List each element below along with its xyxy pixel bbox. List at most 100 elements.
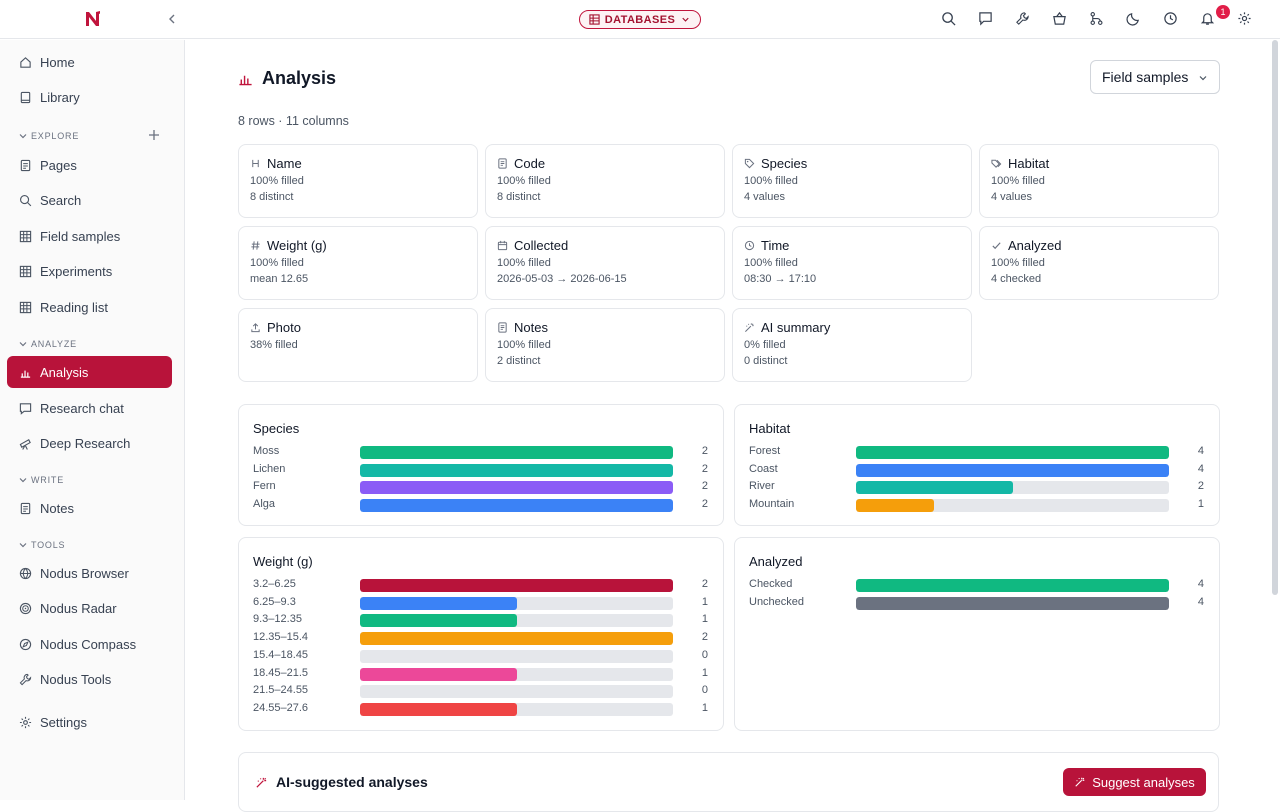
section-write[interactable]: WRITE (19, 475, 64, 485)
stat-row-label: 24.55–27.6 (253, 701, 309, 714)
column-name: Photo (267, 320, 301, 335)
stat-bar-track (360, 596, 673, 610)
column-summary: 8 distinct (497, 191, 541, 203)
habitat-stats-card: Habitat Forest 4 Coast 4 River 2 Mountain 1 (734, 404, 1220, 526)
clock-icon (744, 240, 761, 251)
column-card-code[interactable]: Code 100% filled 8 distinct (485, 144, 725, 218)
stat-row: Lichen 2 (253, 463, 709, 477)
species-stats-card: Species Moss 2 Lichen 2 Fern 2 Alga 2 (238, 404, 724, 526)
stat-row-label: 12.35–15.4 (253, 631, 309, 644)
document-icon (497, 158, 514, 169)
stat-row: 18.45–21.5 1 (253, 667, 709, 681)
column-summary: mean 12.65 (250, 273, 309, 285)
sidebar-item-label: Research chat (40, 400, 124, 416)
databases-dropdown[interactable]: DATABASES (579, 10, 701, 29)
git-branch-icon[interactable] (1089, 11, 1106, 28)
stat-row-count: 0 (701, 684, 708, 697)
sidebar-item-reading-list[interactable]: Reading list (7, 291, 172, 323)
chevron-down-icon (19, 543, 27, 548)
stat-row-label: 6.25–9.3 (253, 595, 296, 608)
table-icon (19, 230, 32, 242)
sidebar-item-library[interactable]: Library (7, 81, 172, 113)
column-fill-rate: 100% filled (497, 257, 551, 269)
suggest-analyses-button[interactable]: Suggest analyses (1063, 768, 1206, 796)
table-meta: 8 rows · 11 columns (238, 114, 349, 128)
sidebar-item-nodus-tools[interactable]: Nodus Tools (7, 663, 172, 695)
search-icon[interactable] (941, 11, 958, 28)
column-card-name[interactable]: Name 100% filled 8 distinct (238, 144, 478, 218)
sidebar: Home Library EXPLORE Pages Search Field … (0, 40, 185, 800)
stats-card-title: Analyzed (749, 554, 803, 569)
stat-row-count: 2 (701, 445, 708, 457)
column-card-weight-g[interactable]: Weight (g) 100% filled mean 12.65 (238, 226, 478, 300)
sidebar-item-settings[interactable]: Settings (7, 706, 172, 738)
app-logo-icon[interactable] (84, 10, 102, 28)
stat-row: Mountain 1 (749, 498, 1205, 513)
stat-row-count: 4 (1197, 595, 1204, 608)
wand-icon (256, 777, 267, 788)
stat-bar-fill (360, 614, 517, 628)
stat-bar-track (856, 499, 1169, 513)
sidebar-item-label: Reading list (40, 299, 108, 315)
stat-row: Unchecked 4 (749, 596, 1205, 610)
stat-bar-fill (360, 596, 517, 610)
stat-bar-fill (856, 499, 935, 513)
column-name: Code (514, 156, 546, 171)
sidebar-item-label: Home (40, 54, 75, 70)
sidebar-item-home[interactable]: Home (7, 46, 172, 78)
stat-row-label: Unchecked (749, 595, 805, 608)
history-icon[interactable] (1163, 11, 1180, 28)
chat-icon[interactable] (978, 11, 995, 28)
stat-row-label: Alga (253, 498, 276, 511)
sidebar-item-label: Nodus Browser (40, 565, 129, 581)
bell-icon[interactable] (1200, 11, 1217, 28)
table-icon (19, 301, 32, 313)
page-title-text: Analysis (262, 68, 337, 88)
stat-row: 6.25–9.3 1 (253, 596, 709, 610)
section-label: WRITE (31, 475, 64, 485)
sidebar-item-research-chat[interactable]: Research chat (7, 392, 172, 424)
hash-icon (250, 240, 267, 251)
stat-row: Moss 2 (253, 445, 709, 459)
column-card-habitat[interactable]: Habitat 100% filled 4 values (979, 144, 1219, 218)
sidebar-item-nodus-browser[interactable]: Nodus Browser (7, 557, 172, 589)
sidebar-item-pages[interactable]: Pages (7, 149, 172, 181)
sidebar-item-nodus-radar[interactable]: Nodus Radar (7, 592, 172, 624)
main-content: Analysis Field samples 8 rows · 11 colum… (186, 40, 1270, 812)
sidebar-item-search[interactable]: Search (7, 184, 172, 216)
sidebar-item-analysis[interactable]: Analysis (7, 356, 172, 388)
sidebar-item-notes[interactable]: Notes (7, 492, 172, 524)
sidebar-item-experiments[interactable]: Experiments (7, 255, 172, 287)
collapse-sidebar-icon[interactable] (165, 12, 179, 26)
column-card-collected[interactable]: Collected 100% filled 2026-05-03 → 2026-06… (485, 226, 725, 300)
column-card-species[interactable]: Species 100% filled 4 values (732, 144, 972, 218)
section-analyze[interactable]: ANALYZE (19, 339, 77, 349)
column-card-header: Weight (g) (250, 238, 466, 253)
sidebar-item-label: Nodus Tools (40, 671, 112, 687)
column-card-notes[interactable]: Notes 100% filled 2 distinct (485, 308, 725, 382)
gear-icon[interactable] (1237, 11, 1254, 28)
scrollbar[interactable] (1272, 40, 1278, 595)
section-tools[interactable]: TOOLS (19, 540, 65, 550)
stat-row-label: Forest (749, 445, 781, 457)
document-icon (497, 322, 514, 333)
wrench-icon[interactable] (1015, 11, 1032, 28)
column-card-photo[interactable]: Photo 38% filled (238, 308, 478, 382)
section-explore[interactable]: EXPLORE (19, 131, 79, 141)
sidebar-item-deep-research[interactable]: Deep Research (7, 427, 172, 459)
calendar-icon (497, 240, 514, 251)
add-page-icon[interactable] (148, 129, 160, 141)
column-card-analyzed[interactable]: Analyzed 100% filled 4 checked (979, 226, 1219, 300)
column-card-ai-summary[interactable]: AI summary 0% filled 0 distinct (732, 308, 972, 382)
basket-icon[interactable] (1052, 11, 1069, 28)
sidebar-item-nodus-compass[interactable]: Nodus Compass (7, 628, 172, 660)
stat-row-label: Lichen (253, 462, 286, 475)
moon-icon[interactable] (1126, 11, 1143, 28)
column-fill-rate: 100% filled (497, 339, 551, 351)
stat-row: Alga 2 (253, 498, 709, 513)
sidebar-item-label: Nodus Compass (40, 636, 137, 652)
sidebar-item-field-samples[interactable]: Field samples (7, 220, 172, 252)
table-select[interactable]: Field samples (1090, 60, 1220, 94)
stats-card-title: Habitat (749, 421, 791, 436)
column-card-time[interactable]: Time 100% filled 08:30 → 17:10 (732, 226, 972, 300)
